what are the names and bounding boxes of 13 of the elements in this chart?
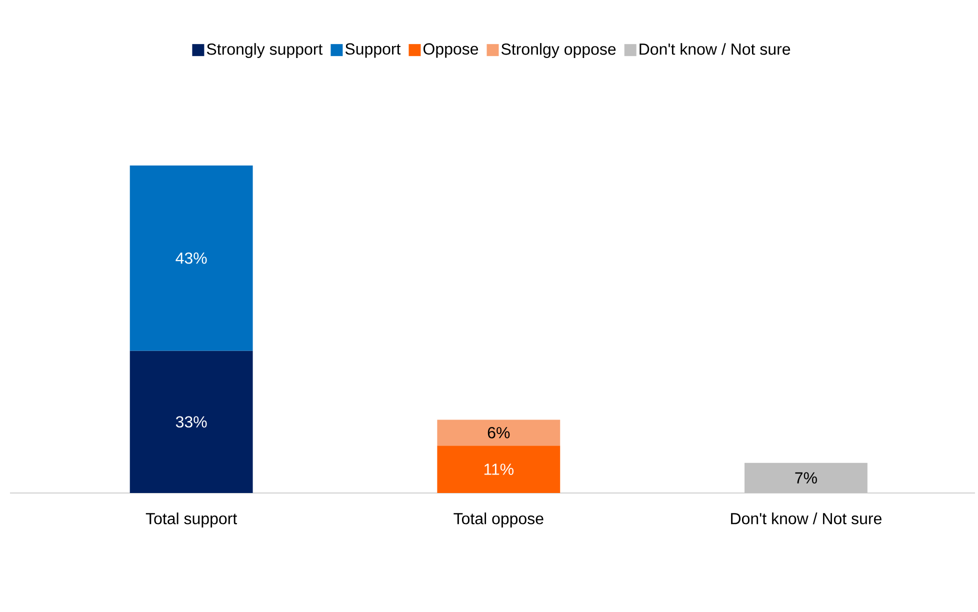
legend-label: Stronlgy oppose <box>501 43 616 58</box>
data-label: 43% <box>176 252 207 264</box>
legend-label: Don't know / Not sure <box>640 43 790 55</box>
data-label: 11% <box>484 464 514 475</box>
x-tick-label: Total support <box>146 512 237 528</box>
legend-label: Support <box>345 43 401 58</box>
x-tick-label: Don't know / Not sure <box>731 512 882 524</box>
data-label: 6% <box>488 427 510 438</box>
x-tick-label: Total oppose <box>454 512 544 528</box>
legend-label: Strongly support <box>206 43 323 58</box>
data-label: 7% <box>795 472 817 484</box>
legend-label: Oppose <box>423 43 478 58</box>
data-label: 33% <box>176 416 207 428</box>
